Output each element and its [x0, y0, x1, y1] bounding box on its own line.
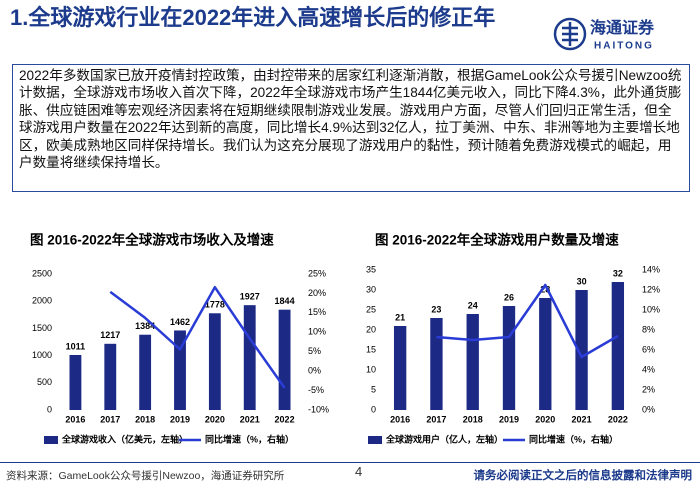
bar	[243, 305, 256, 410]
page-number: 4	[355, 464, 363, 479]
y-tick-label: 5	[371, 384, 376, 394]
logo: 海通证券 HAITONG	[553, 17, 655, 52]
y-tick-label: 2500	[32, 268, 52, 278]
y-tick-label: 10	[366, 364, 376, 374]
bar	[611, 282, 625, 410]
data-label: 30	[577, 276, 587, 286]
y2-tick-label: 14%	[642, 264, 660, 274]
y-tick-label: 0	[371, 404, 376, 414]
y-tick-label: 20	[366, 324, 376, 334]
x-tick-label: 2019	[499, 414, 519, 424]
x-tick-label: 2017	[426, 414, 446, 424]
bar	[208, 313, 221, 410]
bar	[278, 309, 291, 410]
y2-tick-label: 5%	[308, 346, 321, 356]
y2-tick-label: 20%	[308, 288, 326, 298]
y2-tick-label: 2%	[642, 384, 655, 394]
y-tick-label: 2000	[32, 296, 52, 306]
y2-tick-label: -5%	[308, 385, 324, 395]
logo-icon	[553, 17, 587, 51]
x-tick-label: 2017	[100, 414, 120, 424]
bar	[174, 330, 186, 410]
x-tick-label: 2018	[135, 414, 155, 424]
y2-tick-label: 25%	[308, 268, 326, 278]
data-label: 24	[468, 300, 478, 310]
x-tick-label: 2021	[240, 414, 260, 424]
legend-label: 同比增速（%，右轴）	[529, 433, 618, 444]
bar	[575, 290, 588, 410]
y2-tick-label: 6%	[642, 344, 655, 354]
x-tick-label: 2018	[463, 414, 483, 424]
bar	[139, 334, 152, 410]
logo-text: HAITONG	[594, 41, 654, 52]
bar	[466, 314, 479, 410]
footer: 资料来源：GameLook公众号援引Newzoo，海通证券研究所 4 请务必阅读…	[0, 462, 700, 484]
y-tick-label: 0	[47, 404, 52, 414]
bar	[104, 343, 117, 410]
y-tick-label: 500	[37, 377, 52, 387]
legend-swatch	[44, 436, 58, 444]
data-label: 32	[613, 268, 623, 278]
y2-tick-label: 0%	[642, 404, 655, 414]
logo-text: 海通证券	[590, 18, 655, 37]
data-label: 1217	[100, 330, 120, 340]
y2-tick-label: 10%	[642, 304, 660, 314]
legend-swatch	[368, 436, 382, 444]
y2-tick-label: 8%	[642, 324, 655, 334]
data-label: 1778	[205, 300, 225, 310]
x-tick-label: 2019	[170, 414, 190, 424]
x-tick-label: 2016	[390, 414, 410, 424]
legend-label: 全球游戏收入（亿美元，左轴）	[61, 433, 188, 444]
y-tick-label: 25	[366, 304, 376, 314]
charts: 图 2016-2022年全球游戏市场收入及增速 0 500 1000 1500 2000 2…	[30, 232, 660, 445]
y-tick-label: 1500	[32, 323, 52, 333]
data-label: 21	[395, 312, 405, 322]
x-tick-label: 2020	[205, 414, 225, 424]
data-label: 28	[540, 284, 550, 294]
bar	[393, 326, 407, 410]
disclaimer: 请务必阅读正文之后的信息披露和法律声明	[473, 470, 693, 482]
y-tick-label: 15	[366, 344, 376, 354]
y2-tick-label: 15%	[308, 307, 326, 317]
body-text: 2022年多数国家已放开疫情封控政策，由封控带来的居家红利逐渐消散，根据Game…	[12, 64, 690, 192]
data-label: 26	[504, 292, 514, 302]
x-tick-label: 2020	[535, 414, 555, 424]
line	[109, 285, 286, 389]
data-label: 1384	[135, 321, 155, 331]
legend-label: 同比增速（%，右轴）	[205, 433, 294, 444]
legend-label: 全球游戏用户（亿人，左轴）	[385, 433, 503, 444]
logo-icon	[562, 22, 578, 46]
data-label: 1844	[275, 296, 295, 306]
x-tick-label: 2022	[608, 414, 628, 424]
bar	[539, 298, 552, 410]
bar	[502, 306, 516, 410]
x-tick-label: 2016	[65, 414, 85, 424]
x-tick-label: 2021	[572, 414, 592, 424]
data-label: 1462	[170, 317, 190, 327]
y2-tick-label: 12%	[642, 284, 660, 294]
y2-tick-label: 0%	[308, 366, 321, 376]
source: 资料来源：GameLook公众号援引Newzoo，海通证券研究所	[6, 470, 285, 482]
chart-title: 图 2016-2022年全球游戏用户数量及增速	[375, 232, 619, 248]
data-label: 1011	[66, 341, 86, 351]
y-tick-label: 1000	[32, 350, 52, 360]
y2-tick-label: 4%	[642, 364, 655, 374]
y-tick-label: 35	[366, 264, 376, 274]
data-label: 1927	[240, 292, 260, 302]
data-label: 23	[431, 304, 441, 314]
chart-title: 图 2016-2022年全球游戏市场收入及增速	[30, 232, 274, 248]
bar	[69, 355, 82, 410]
y2-tick-label: 10%	[308, 327, 326, 337]
slide-title: 1.全球游戏行业在2022年进入高速增长后的修正年	[10, 5, 496, 30]
y-tick-label: 30	[366, 284, 376, 294]
y2-tick-label: -10%	[308, 404, 329, 414]
line	[436, 283, 619, 359]
x-tick-label: 2022	[275, 414, 295, 424]
bar	[430, 318, 443, 410]
